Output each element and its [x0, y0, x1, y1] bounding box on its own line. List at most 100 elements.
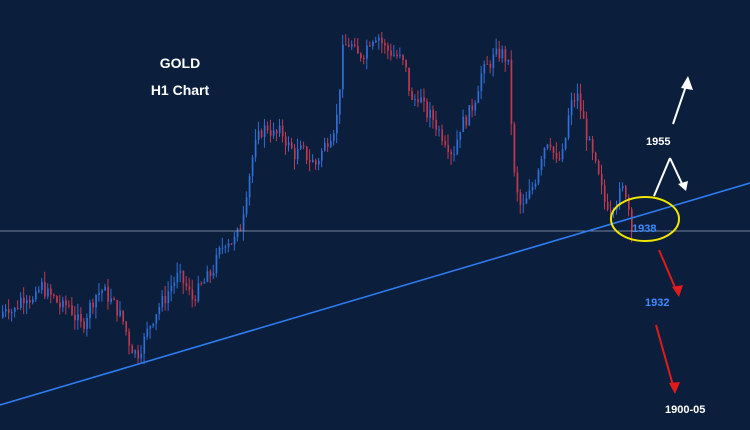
- candle-body: [369, 45, 371, 47]
- candle-body: [606, 201, 609, 210]
- candle-body: [305, 146, 308, 161]
- candle-body: [423, 97, 425, 102]
- candle-body: [164, 296, 167, 304]
- level-label-1932: 1932: [645, 297, 670, 309]
- candle-body: [221, 247, 224, 249]
- candle-body: [287, 142, 290, 146]
- candle-body: [609, 209, 612, 211]
- candle-body: [537, 170, 540, 184]
- candle-body: [56, 296, 58, 303]
- candle-body: [348, 44, 350, 47]
- candle-body: [311, 160, 314, 163]
- candles-group: [2, 31, 633, 365]
- candle-body: [402, 55, 404, 61]
- candle-body: [8, 309, 10, 313]
- candle-body: [600, 173, 603, 186]
- candle-body: [2, 311, 4, 318]
- candle-body: [573, 100, 576, 102]
- candle-body: [321, 150, 323, 161]
- candle-body: [366, 45, 368, 59]
- candle-body: [281, 125, 284, 137]
- candle-body: [296, 149, 299, 160]
- candle-body: [462, 116, 465, 132]
- candle-body: [456, 139, 459, 155]
- candle-body: [351, 44, 353, 47]
- candle-body: [447, 145, 450, 152]
- right-arrow-head: [678, 181, 688, 191]
- candle-body: [143, 336, 146, 354]
- candle-body: [68, 305, 70, 307]
- candle-body: [474, 102, 477, 111]
- candle-body: [531, 186, 534, 191]
- candle-body: [131, 345, 134, 354]
- candle-body: [176, 272, 179, 283]
- candle-body: [98, 292, 100, 296]
- candle-body: [140, 353, 143, 359]
- candle-body: [107, 286, 109, 302]
- candle-body: [50, 288, 52, 295]
- candle-body: [308, 160, 311, 163]
- candle-body: [224, 246, 227, 248]
- candle-body: [621, 186, 624, 189]
- candle-body: [543, 148, 546, 159]
- candle-body: [582, 111, 585, 119]
- candle-body: [429, 109, 432, 118]
- candle-body: [20, 297, 22, 309]
- candle-body: [134, 350, 137, 354]
- candle-body: [459, 131, 462, 140]
- candle-body: [630, 209, 633, 232]
- candle-body: [627, 197, 630, 210]
- candle-body: [498, 48, 501, 59]
- candle-body: [495, 48, 498, 55]
- candle-body: [182, 270, 185, 284]
- chart-title: GOLD: [159, 55, 201, 71]
- candle-body: [191, 289, 194, 300]
- candle-body: [624, 186, 627, 198]
- candle-body: [333, 133, 335, 141]
- candle-body: [83, 321, 85, 329]
- candle-body: [248, 176, 251, 198]
- candle-body: [414, 99, 416, 101]
- candle-body: [266, 125, 269, 131]
- candle-body: [62, 300, 64, 308]
- candle-body: [513, 124, 516, 173]
- candle-body: [89, 302, 91, 318]
- candle-body: [477, 91, 480, 103]
- candle-body: [480, 73, 483, 92]
- candle-body: [23, 297, 25, 304]
- candle-body: [540, 158, 543, 171]
- candle-body: [363, 58, 365, 60]
- candle-body: [80, 314, 82, 322]
- candle-body: [71, 305, 73, 315]
- candle-body: [591, 139, 594, 153]
- candle-body: [354, 44, 356, 46]
- candle-body: [330, 140, 332, 147]
- candle-body: [170, 285, 173, 292]
- candle-body: [218, 247, 221, 255]
- candle-body: [372, 42, 374, 46]
- candle-body: [203, 281, 206, 284]
- candle-body: [432, 109, 435, 120]
- candle-body: [336, 114, 338, 134]
- candle-body: [152, 323, 155, 327]
- candle-body: [59, 302, 61, 308]
- candle-body: [516, 172, 519, 193]
- candle-body: [38, 289, 40, 292]
- candle-body: [603, 185, 606, 202]
- up-arrow-head: [681, 76, 693, 90]
- candle-body: [345, 44, 347, 46]
- level-label-1955: 1955: [646, 136, 671, 148]
- chart-subtitle: H1 Chart: [150, 82, 210, 98]
- candle-body: [528, 190, 531, 199]
- candle-body: [576, 93, 579, 101]
- candle-body: [110, 298, 112, 302]
- candle-body: [561, 149, 564, 160]
- candle-body: [101, 290, 103, 293]
- candle-body: [14, 307, 16, 312]
- candle-body: [5, 309, 7, 312]
- candle-body: [302, 145, 305, 147]
- bearish-scenario-arrows: [655, 249, 678, 390]
- candle-body: [275, 130, 278, 134]
- candle-body: [185, 283, 188, 287]
- candle-body: [29, 300, 31, 303]
